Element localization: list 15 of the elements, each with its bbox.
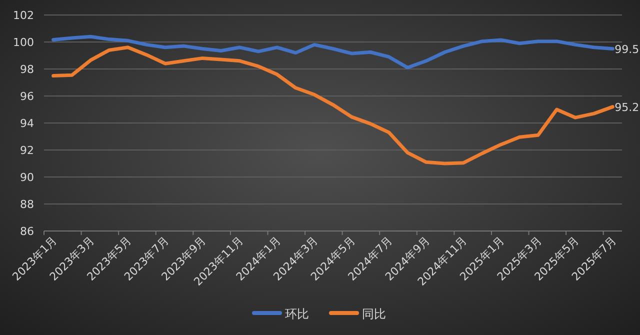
y-tick-label: 88 (20, 198, 34, 211)
y-tick-label: 102 (13, 9, 34, 22)
y-tick-label: 90 (20, 171, 34, 184)
legend-label: 环比 (285, 307, 309, 321)
data-label: 99.5 (614, 42, 640, 56)
y-tick-label: 92 (20, 144, 34, 157)
data-label: 95.2 (614, 100, 640, 114)
y-tick-label: 98 (20, 63, 34, 76)
line-series (52, 34, 614, 70)
line-series (52, 46, 614, 166)
y-tick-label: 96 (20, 90, 34, 103)
legend-label: 同比 (362, 307, 386, 321)
y-tick-label: 100 (13, 36, 34, 49)
y-tick-label: 86 (20, 225, 34, 238)
y-tick-label: 94 (20, 117, 34, 130)
